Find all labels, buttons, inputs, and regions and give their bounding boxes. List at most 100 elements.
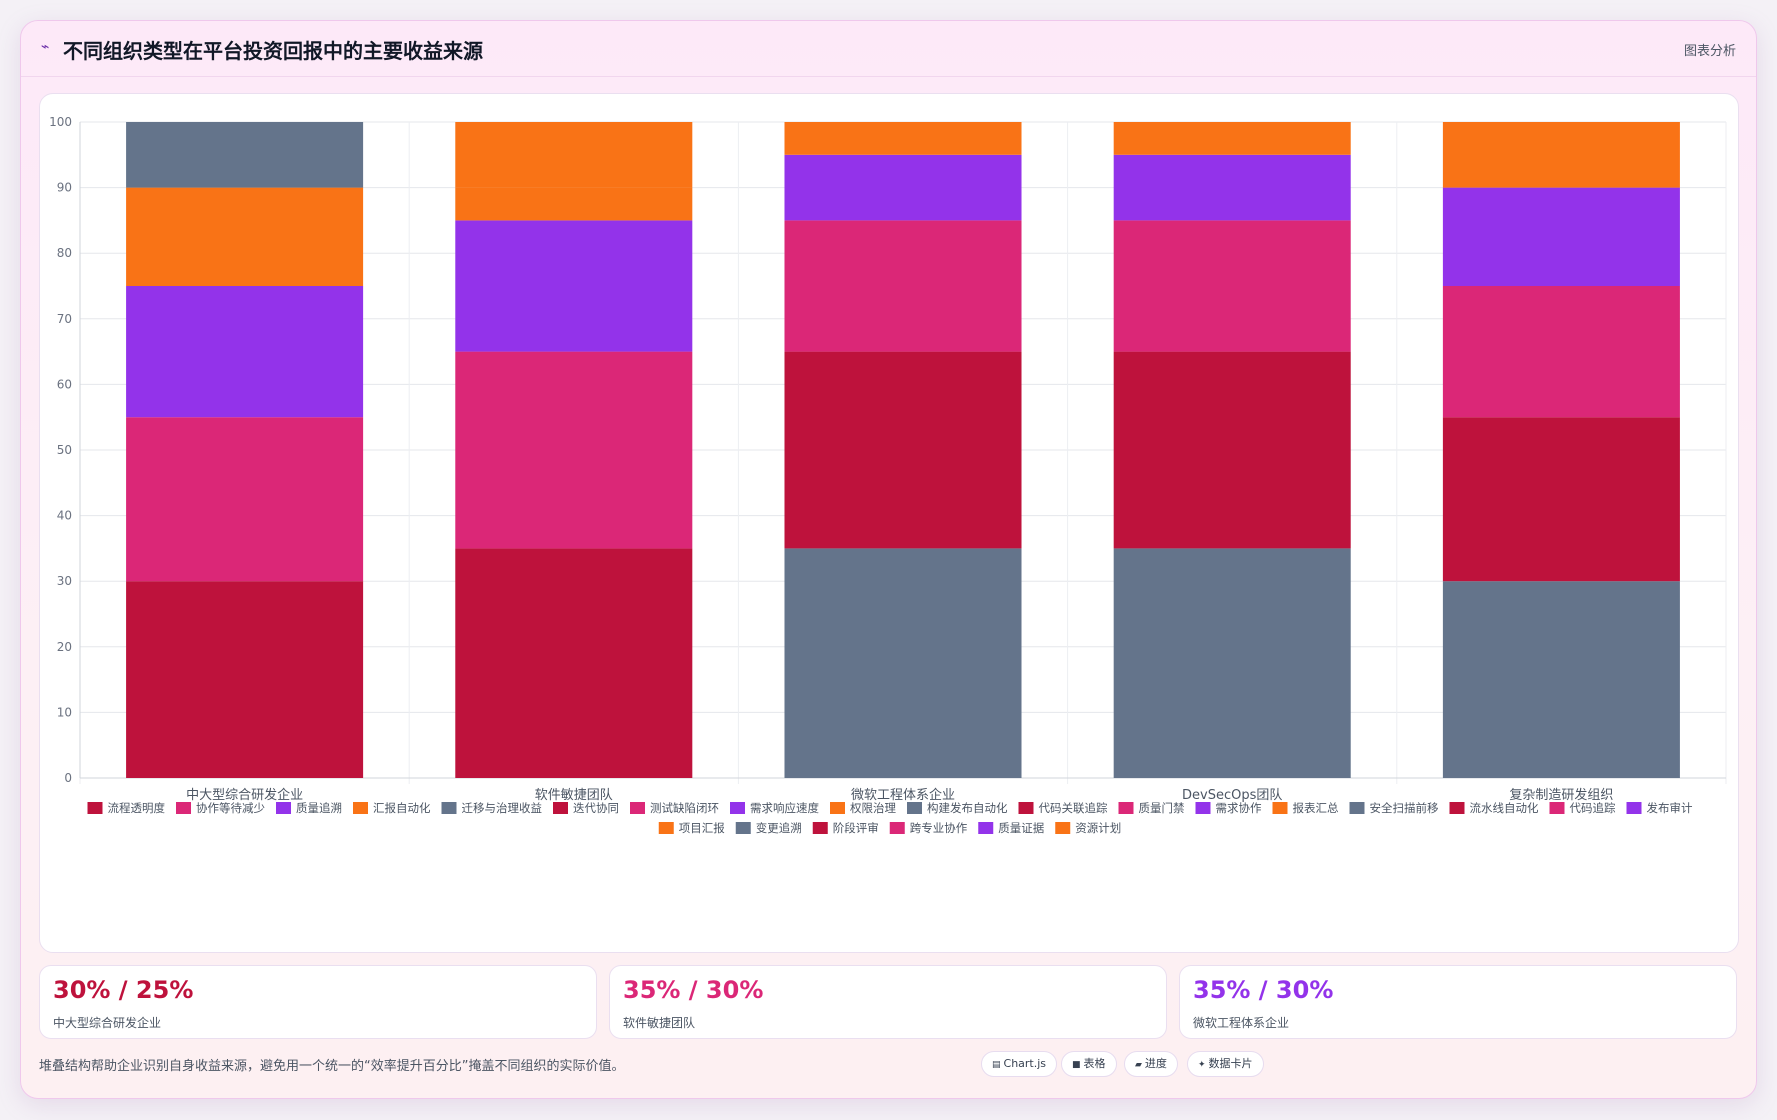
y-tick-label: 40 xyxy=(57,509,72,523)
legend-label: 权限治理 xyxy=(850,801,896,815)
bar-segment xyxy=(455,220,693,352)
legend-label: 代码追踪 xyxy=(1570,801,1616,815)
chart-icon: ▤ xyxy=(992,1060,1001,1070)
legend-swatch xyxy=(441,802,457,814)
legend-label: 迭代协同 xyxy=(573,801,619,815)
legend-label: 阶段评审 xyxy=(833,821,879,835)
x-tick-label: 复杂制造研发组织 xyxy=(1509,787,1613,803)
bar-segment xyxy=(126,187,364,286)
chart-title: 不同组织类型在平台投资回报中的主要收益来源 xyxy=(63,39,483,63)
legend-swatch xyxy=(830,802,845,814)
legend-label: 质量证据 xyxy=(998,821,1044,835)
legend-swatch xyxy=(1626,802,1642,814)
legend-label: 流程透明度 xyxy=(108,801,166,815)
y-tick-label: 100 xyxy=(49,115,72,129)
legend-swatch xyxy=(276,802,291,814)
legend-swatch xyxy=(1195,802,1211,814)
legend-label: 质量追溯 xyxy=(296,801,342,815)
progress-icon: ▰ xyxy=(1135,1060,1142,1070)
bar-segment xyxy=(1442,286,1680,418)
stat-value: 35% / 30% xyxy=(623,976,764,1004)
legend-swatch xyxy=(176,802,191,814)
y-tick-label: 70 xyxy=(57,312,72,326)
x-tick-label: 中大型综合研发企业 xyxy=(186,787,303,803)
bar-segment xyxy=(455,122,693,188)
bar-segment xyxy=(1113,351,1351,549)
legend-label: 流水线自动化 xyxy=(1470,801,1539,815)
y-tick-label: 80 xyxy=(57,246,72,260)
legend-swatch xyxy=(1118,802,1134,814)
bar-segment xyxy=(126,286,364,418)
y-tick-label: 0 xyxy=(64,771,72,785)
bar-segment xyxy=(126,417,364,582)
chip-progress[interactable]: ▰ 进度 xyxy=(1124,1051,1178,1077)
legend-label: 需求协作 xyxy=(1216,801,1262,815)
stacked-bar-chart: 0 10 20 30 40 50 60 70 80 90 100 中大型综合研发企业 软件敏捷团队 微软工… xyxy=(49,115,1727,835)
bar-segment xyxy=(1113,220,1351,352)
bar-segment xyxy=(1442,581,1680,778)
legend-swatch xyxy=(907,802,922,814)
legend-swatch xyxy=(812,822,828,834)
stat-label: 软件敏捷团队 xyxy=(623,1016,696,1030)
legend-label: 汇报自动化 xyxy=(373,801,431,815)
bar-segment xyxy=(1442,187,1680,286)
chart-line-icon: ⌁ xyxy=(41,39,50,55)
legend-swatch xyxy=(730,802,745,814)
chart-card: ⌁ 不同组织类型在平台投资回报中的主要收益来源 图表分析 0 10 20 30 40 50… xyxy=(20,20,1757,1099)
bar-segment xyxy=(455,351,693,549)
legend-label: 资源计划 xyxy=(1075,821,1121,835)
bar-segment xyxy=(784,548,1022,778)
x-tick-label: DevSecOps团队 xyxy=(1182,788,1282,803)
x-tick-label: 软件敏捷团队 xyxy=(535,788,613,803)
legend-swatch xyxy=(1018,802,1034,814)
bar-segment xyxy=(784,351,1022,549)
stat-card-1: 35% / 30% 软件敏捷团队 xyxy=(609,965,1167,1039)
chip-label: 表格 xyxy=(1083,1057,1106,1070)
chip-data-card[interactable]: ✦ 数据卡片 xyxy=(1187,1051,1264,1077)
y-tick-label: 10 xyxy=(57,705,72,719)
y-tick-label: 90 xyxy=(57,181,72,195)
legend-label: 发布审计 xyxy=(1647,801,1693,815)
chip-label: 数据卡片 xyxy=(1208,1057,1253,1070)
legend-label: 需求响应速度 xyxy=(750,801,819,815)
legend-swatch xyxy=(735,822,751,834)
stat-label: 中大型综合研发企业 xyxy=(53,1016,162,1030)
chip-table[interactable]: ■ 表格 xyxy=(1061,1051,1117,1077)
legend-label: 安全扫描前移 xyxy=(1370,801,1439,815)
bar-segment xyxy=(1442,122,1680,188)
legend-label: 代码关联追踪 xyxy=(1039,801,1108,815)
chart-analysis-link[interactable]: 图表分析 xyxy=(1683,44,1736,59)
legend-swatch xyxy=(1055,822,1071,834)
y-tick-label: 20 xyxy=(57,640,72,654)
table-icon: ■ xyxy=(1072,1060,1081,1070)
legend-swatch xyxy=(353,802,368,814)
legend-swatch xyxy=(889,822,905,834)
stat-card-2: 35% / 30% 微软工程体系企业 xyxy=(1179,965,1737,1039)
chart-panel: 0 10 20 30 40 50 60 70 80 90 100 中大型综合研发企业 软件敏捷团队 微软工… xyxy=(39,93,1739,953)
bar-segment xyxy=(784,154,1022,221)
x-tick-label: 微软工程体系企业 xyxy=(851,787,955,803)
legend-swatch xyxy=(1349,802,1365,814)
bar-segment xyxy=(1442,417,1680,582)
card-header: ⌁ 不同组织类型在平台投资回报中的主要收益来源 图表分析 xyxy=(21,21,1756,77)
chip-label: Chart.js xyxy=(1003,1057,1047,1070)
legend-label: 构建发布自动化 xyxy=(927,801,1008,815)
chip-label: 进度 xyxy=(1144,1057,1167,1070)
legend-label: 协作等待减少 xyxy=(196,801,265,815)
chip-chartjs[interactable]: ▤ Chart.js xyxy=(981,1051,1058,1077)
data-card-icon: ✦ xyxy=(1198,1060,1206,1070)
legend-swatch xyxy=(553,802,568,814)
legend-swatch xyxy=(658,822,674,834)
stat-value: 30% / 25% xyxy=(53,976,194,1004)
legend-label: 质量门禁 xyxy=(1139,801,1185,815)
bar-segment xyxy=(455,187,693,221)
legend-swatch xyxy=(630,802,645,814)
legend-label: 项目汇报 xyxy=(679,821,725,835)
legend-label: 迁移与治理收益 xyxy=(462,801,543,815)
bar-segment xyxy=(784,122,1022,155)
stat-card-0: 30% / 25% 中大型综合研发企业 xyxy=(39,965,597,1039)
legend-label: 报表汇总 xyxy=(1293,801,1339,815)
legend-swatch xyxy=(1272,802,1288,814)
bar-segment xyxy=(126,122,364,188)
legend-swatch xyxy=(1549,802,1565,814)
